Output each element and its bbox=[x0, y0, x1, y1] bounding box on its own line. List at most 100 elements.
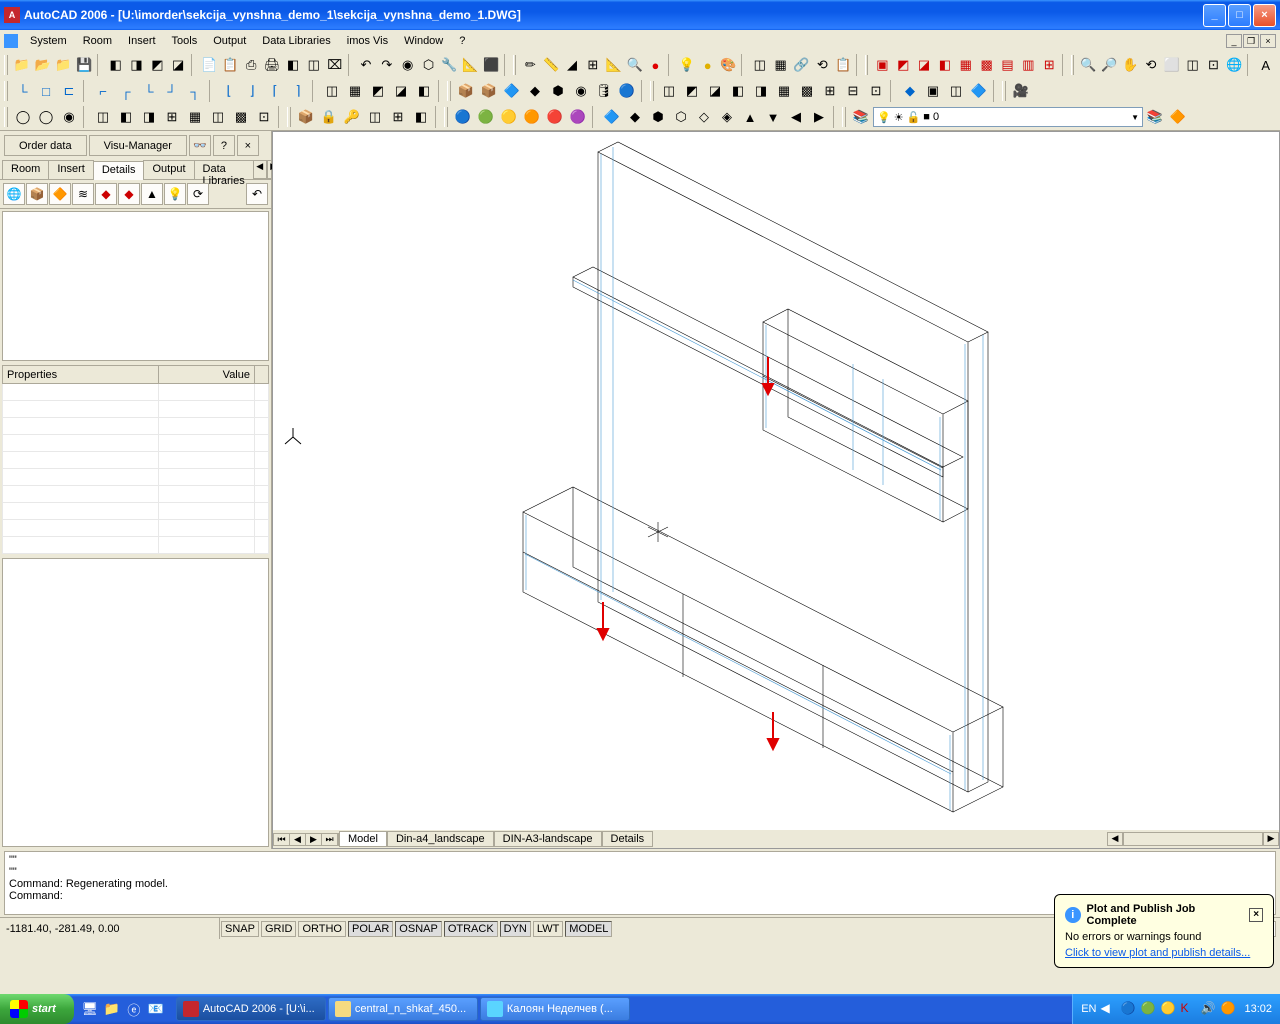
dyn-toggle[interactable]: DYN bbox=[500, 921, 531, 937]
tool-icon[interactable]: ◩ bbox=[147, 54, 167, 76]
tool-icon[interactable]: ⊡ bbox=[865, 80, 887, 102]
tool-icon[interactable]: 📁 bbox=[12, 54, 32, 76]
tool-icon[interactable]: ┐ bbox=[184, 80, 206, 102]
tool-icon[interactable]: ▦ bbox=[344, 80, 366, 102]
tool-icon[interactable]: 📋 bbox=[220, 54, 240, 76]
bulb-icon[interactable]: 💡 bbox=[164, 183, 186, 205]
tool-icon[interactable]: A bbox=[1256, 54, 1276, 76]
tool-icon[interactable]: 💾 bbox=[74, 54, 94, 76]
tool-icon[interactable]: 📂 bbox=[33, 54, 53, 76]
tool-icon[interactable]: ⌉ bbox=[287, 80, 309, 102]
tool-icon[interactable]: ◩ bbox=[893, 54, 913, 76]
tool-icon[interactable]: 🔵 bbox=[452, 106, 474, 128]
tool-icon[interactable]: ◫ bbox=[321, 80, 343, 102]
tool-icon[interactable]: ┘ bbox=[161, 80, 183, 102]
tool-icon[interactable]: 📦 bbox=[295, 106, 317, 128]
tool-icon[interactable]: ◢ bbox=[562, 54, 582, 76]
layer-dropdown[interactable]: 💡 ☀ 🔓 ■ 0 ▼ bbox=[873, 107, 1143, 127]
scroll-right-icon[interactable]: ▶ bbox=[1263, 832, 1279, 846]
tool-icon[interactable]: ⊟ bbox=[842, 80, 864, 102]
close-icon[interactable]: × bbox=[237, 135, 259, 156]
tool-icon[interactable]: ◧ bbox=[410, 106, 432, 128]
tool-icon[interactable]: └ bbox=[12, 80, 34, 102]
tool-icon[interactable]: ◆ bbox=[524, 80, 546, 102]
tool-icon[interactable]: ⬜ bbox=[1162, 54, 1182, 76]
tool-icon[interactable]: ◇ bbox=[693, 106, 715, 128]
menu-system[interactable]: System bbox=[22, 33, 75, 49]
viewport-tab-dina4[interactable]: Din-a4_landscape bbox=[387, 831, 494, 847]
next-icon[interactable]: ▶ bbox=[306, 834, 322, 845]
tool-icon[interactable]: 🟡 bbox=[498, 106, 520, 128]
close-button[interactable]: × bbox=[1253, 4, 1276, 27]
tool-icon[interactable]: ✋ bbox=[1120, 54, 1140, 76]
balloon-link[interactable]: Click to view plot and publish details..… bbox=[1065, 947, 1263, 959]
tool-icon[interactable]: ⊞ bbox=[583, 54, 603, 76]
viewport-tab-model[interactable]: Model bbox=[339, 831, 387, 847]
layers-icon[interactable]: ≋ bbox=[72, 183, 94, 205]
tray-icon[interactable]: ◀ bbox=[1100, 1001, 1116, 1017]
tool-icon[interactable]: ⌐ bbox=[92, 80, 114, 102]
tool-icon[interactable]: 🔑 bbox=[341, 106, 363, 128]
tool-icon[interactable]: ⟲ bbox=[812, 54, 832, 76]
tool-icon[interactable]: ⊞ bbox=[819, 80, 841, 102]
tool-icon[interactable]: 📚 bbox=[1144, 106, 1166, 128]
tool-icon[interactable]: ◯ bbox=[12, 106, 34, 128]
otrack-toggle[interactable]: OTRACK bbox=[444, 921, 498, 937]
red-icon[interactable]: ◆ bbox=[95, 183, 117, 205]
up-icon[interactable]: ▲ bbox=[141, 183, 163, 205]
tool-icon[interactable]: ▼ bbox=[762, 106, 784, 128]
tool-icon[interactable]: 🔒 bbox=[318, 106, 340, 128]
tool-icon[interactable]: ◧ bbox=[283, 54, 303, 76]
tool-icon[interactable]: 📐 bbox=[460, 54, 480, 76]
taskbar-item[interactable]: Калоян Неделчев (... bbox=[480, 997, 630, 1021]
tool-icon[interactable]: ◈ bbox=[716, 106, 738, 128]
tool-icon[interactable]: └ bbox=[138, 80, 160, 102]
prev-icon[interactable]: ◀ bbox=[290, 834, 306, 845]
tool-icon[interactable]: ⊡ bbox=[253, 106, 275, 128]
tool-icon[interactable]: ◧ bbox=[413, 80, 435, 102]
tool-icon[interactable]: 🟣 bbox=[567, 106, 589, 128]
tool-icon[interactable]: 🎥 bbox=[1010, 80, 1032, 102]
tool-icon[interactable]: ◫ bbox=[945, 80, 967, 102]
tool-icon[interactable]: ⎙ bbox=[241, 54, 261, 76]
tool-icon[interactable]: ◨ bbox=[127, 54, 147, 76]
lang-indicator[interactable]: EN bbox=[1081, 1003, 1096, 1015]
tool-icon[interactable]: 🖨 bbox=[262, 54, 282, 76]
tool-icon[interactable]: ↷ bbox=[377, 54, 397, 76]
menu-datalibraries[interactable]: Data Libraries bbox=[254, 33, 338, 49]
tool-icon[interactable]: ▣ bbox=[922, 80, 944, 102]
tool-icon[interactable]: 📁 bbox=[54, 54, 74, 76]
tool-icon[interactable]: 🔷 bbox=[968, 80, 990, 102]
taskbar-item[interactable]: central_n_shkaf_450... bbox=[328, 997, 478, 1021]
tool-icon[interactable]: ◪ bbox=[704, 80, 726, 102]
tray-icon[interactable]: 🟡 bbox=[1160, 1001, 1176, 1017]
tool-icon[interactable]: ◉ bbox=[398, 54, 418, 76]
minimize-button[interactable]: _ bbox=[1203, 4, 1226, 27]
tool-icon[interactable]: 🔧 bbox=[440, 54, 460, 76]
tool-icon[interactable]: ⬡ bbox=[670, 106, 692, 128]
tray-icon[interactable]: 🟢 bbox=[1140, 1001, 1156, 1017]
tool-icon[interactable]: 🔵 bbox=[616, 80, 638, 102]
tool-icon[interactable]: ◫ bbox=[304, 54, 324, 76]
tool-icon[interactable]: 📏 bbox=[541, 54, 561, 76]
tool-icon[interactable]: 🛢 bbox=[593, 80, 615, 102]
tab-room[interactable]: Room bbox=[2, 160, 49, 179]
menu-room[interactable]: Room bbox=[75, 33, 120, 49]
tool-icon[interactable]: ⌈ bbox=[264, 80, 286, 102]
tool-icon[interactable]: ◀ bbox=[785, 106, 807, 128]
tool-icon[interactable]: ◫ bbox=[658, 80, 680, 102]
tool-icon[interactable]: ◧ bbox=[106, 54, 126, 76]
scroll-left-icon[interactable]: ◀ bbox=[1107, 832, 1123, 846]
tool-icon[interactable]: 🔷 bbox=[601, 106, 623, 128]
tool-icon[interactable]: ◯ bbox=[35, 106, 57, 128]
menu-imosvis[interactable]: imos Vis bbox=[339, 33, 396, 49]
tool-icon[interactable]: ▦ bbox=[771, 54, 791, 76]
tool-icon[interactable]: ▩ bbox=[230, 106, 252, 128]
tool-icon[interactable]: ▤ bbox=[998, 54, 1018, 76]
drawing-viewport[interactable]: ⏮ ◀ ▶ ⏭ Model Din-a4_landscape DIN-A3-la… bbox=[272, 131, 1280, 849]
tab-output[interactable]: Output bbox=[143, 160, 194, 179]
tool-icon[interactable]: ◫ bbox=[207, 106, 229, 128]
tool-icon[interactable]: ◩ bbox=[367, 80, 389, 102]
tool-icon[interactable]: 🔶 bbox=[1167, 106, 1189, 128]
tree-view[interactable] bbox=[2, 211, 269, 361]
